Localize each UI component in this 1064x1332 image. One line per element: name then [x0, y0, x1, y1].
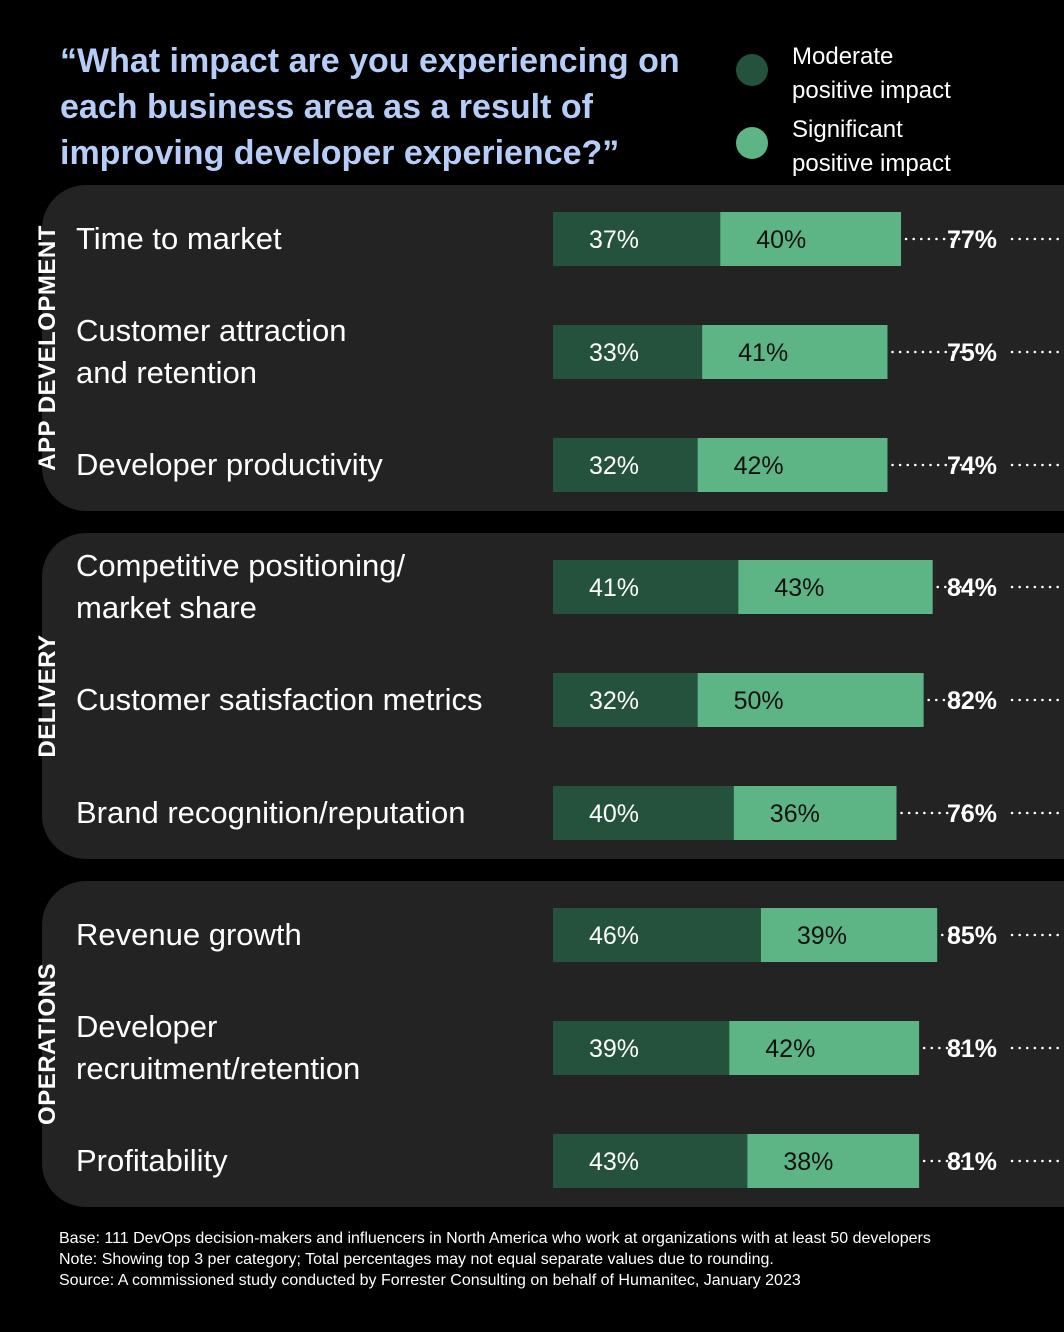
data-label-total: 85% [947, 922, 997, 950]
data-label-moderate: 32% [589, 452, 639, 480]
data-label-significant: 50% [734, 687, 784, 715]
data-label-significant: 36% [770, 800, 820, 828]
category-label: Profitability [76, 1143, 228, 1178]
footer-source: Source: A commissioned study conducted b… [59, 1272, 801, 1289]
bar-moderate [553, 908, 761, 962]
bar-significant [720, 212, 902, 266]
footer: Base: 111 DevOps decision-makers and inf… [59, 1228, 959, 1291]
legend-swatch-significant [736, 127, 768, 159]
bar-moderate [553, 1134, 748, 1188]
data-label-significant: 42% [765, 1035, 815, 1063]
bar-moderate [553, 786, 734, 840]
data-label-total: 81% [947, 1035, 997, 1063]
bar-moderate [553, 673, 698, 727]
bar-moderate [553, 212, 721, 266]
data-label-moderate: 32% [589, 687, 639, 715]
data-label-significant: 38% [783, 1148, 833, 1176]
data-label-total: 74% [947, 452, 997, 480]
data-label-total: 81% [947, 1148, 997, 1176]
category-label: Revenue growth [76, 917, 302, 952]
data-label-significant: 41% [738, 339, 788, 367]
data-label-moderate: 40% [589, 800, 639, 828]
data-label-moderate: 41% [589, 574, 639, 602]
bar-significant [747, 1134, 920, 1188]
data-label-moderate: 39% [589, 1035, 639, 1063]
bar-moderate [553, 1021, 730, 1075]
category-label: Customer attraction and retention [76, 313, 347, 390]
data-label-total: 75% [947, 339, 997, 367]
legend-item-significant: Significant positive impact [736, 113, 1064, 183]
chart-title: “What impact are you experiencing on eac… [60, 42, 680, 172]
category-label: Customer satisfaction metrics [76, 682, 483, 717]
bar-moderate [553, 325, 703, 379]
bar-significant [702, 325, 888, 379]
legend-label-moderate: Moderate positive impact [792, 43, 951, 104]
category-label: Time to market [76, 221, 282, 256]
category-label: Developer productivity [76, 447, 383, 482]
legend-swatch-moderate [736, 54, 768, 86]
category-label: Developer recruitment/retention [76, 1009, 361, 1086]
data-label-significant: 39% [797, 922, 847, 950]
data-label-moderate: 37% [589, 226, 639, 254]
bar-significant [729, 1021, 920, 1075]
data-label-total: 76% [947, 800, 997, 828]
legend-item-moderate: Moderate positive impact [736, 40, 1064, 110]
bar-significant [760, 908, 938, 962]
legend-label-significant: Significant positive impact [792, 116, 951, 177]
data-label-total: 82% [947, 687, 997, 715]
bar-significant [738, 560, 933, 614]
data-label-moderate: 33% [589, 339, 639, 367]
data-label-total: 84% [947, 574, 997, 602]
footer-base: Base: 111 DevOps decision-makers and inf… [59, 1230, 931, 1247]
bar-significant [733, 786, 897, 840]
bar-moderate [553, 560, 739, 614]
bar-significant [697, 673, 924, 727]
bar-significant [697, 438, 888, 492]
category-label: Competitive positioning/ market share [76, 548, 406, 625]
bar-moderate [553, 438, 698, 492]
data-label-moderate: 46% [589, 922, 639, 950]
data-label-significant: 43% [774, 574, 824, 602]
data-label-total: 77% [947, 226, 997, 254]
data-label-significant: 42% [734, 452, 784, 480]
data-label-significant: 40% [756, 226, 806, 254]
data-label-moderate: 43% [589, 1148, 639, 1176]
footer-note: Note: Showing top 3 per category; Total … [59, 1251, 774, 1268]
category-label: Brand recognition/reputation [76, 795, 466, 830]
